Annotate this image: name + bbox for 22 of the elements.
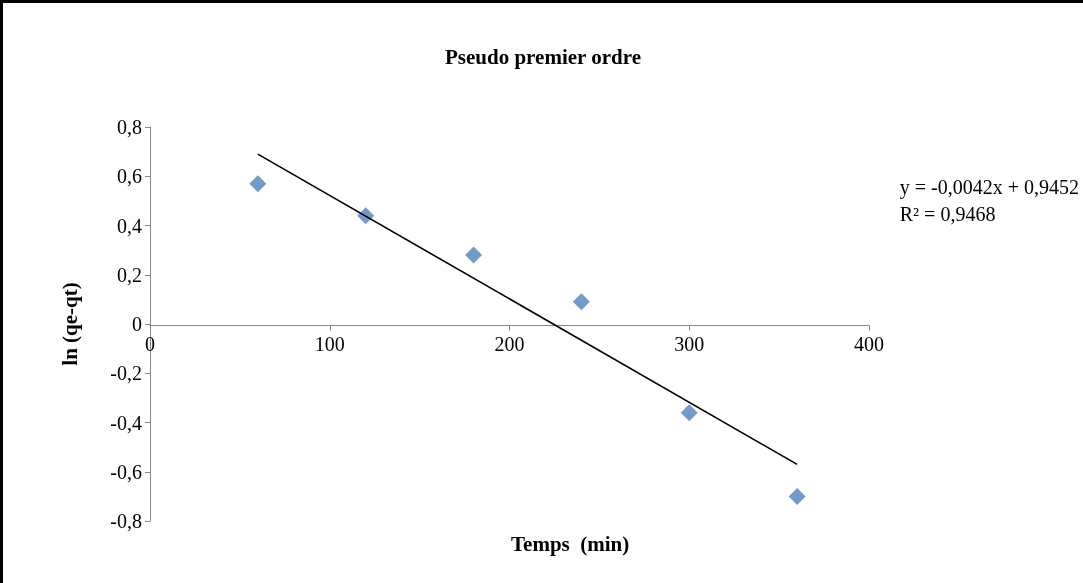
y-tick-label: 0,8 [117,116,142,138]
y-tick-label: -0,8 [110,510,142,532]
x-tick-label: 300 [674,332,705,355]
y-tick-label: -0,2 [110,362,142,385]
x-axis-title: Temps (min) [511,531,630,556]
y-tick-label: -0,4 [110,411,142,434]
x-tick-label: 400 [854,332,884,355]
y-tick-label: -0,6 [110,460,142,483]
y-tick-label: 0,4 [117,214,142,237]
point [680,404,698,422]
y-tick-label: 0,2 [117,263,142,286]
y-tick-label: 0 [132,313,142,335]
point [788,487,806,505]
point [249,175,267,193]
chart-title: Pseudo premier ordre [445,44,641,69]
point [465,246,483,264]
point [572,293,590,311]
y-axis-title: ln (qe-qt) [57,282,82,366]
x-tick-label: 200 [494,332,525,355]
text: y = -0,0042x + 0,9452 R² = 0,9468 [899,175,1079,225]
y-tick-label: 0,6 [117,165,142,188]
x-tick-label: 100 [314,332,345,355]
